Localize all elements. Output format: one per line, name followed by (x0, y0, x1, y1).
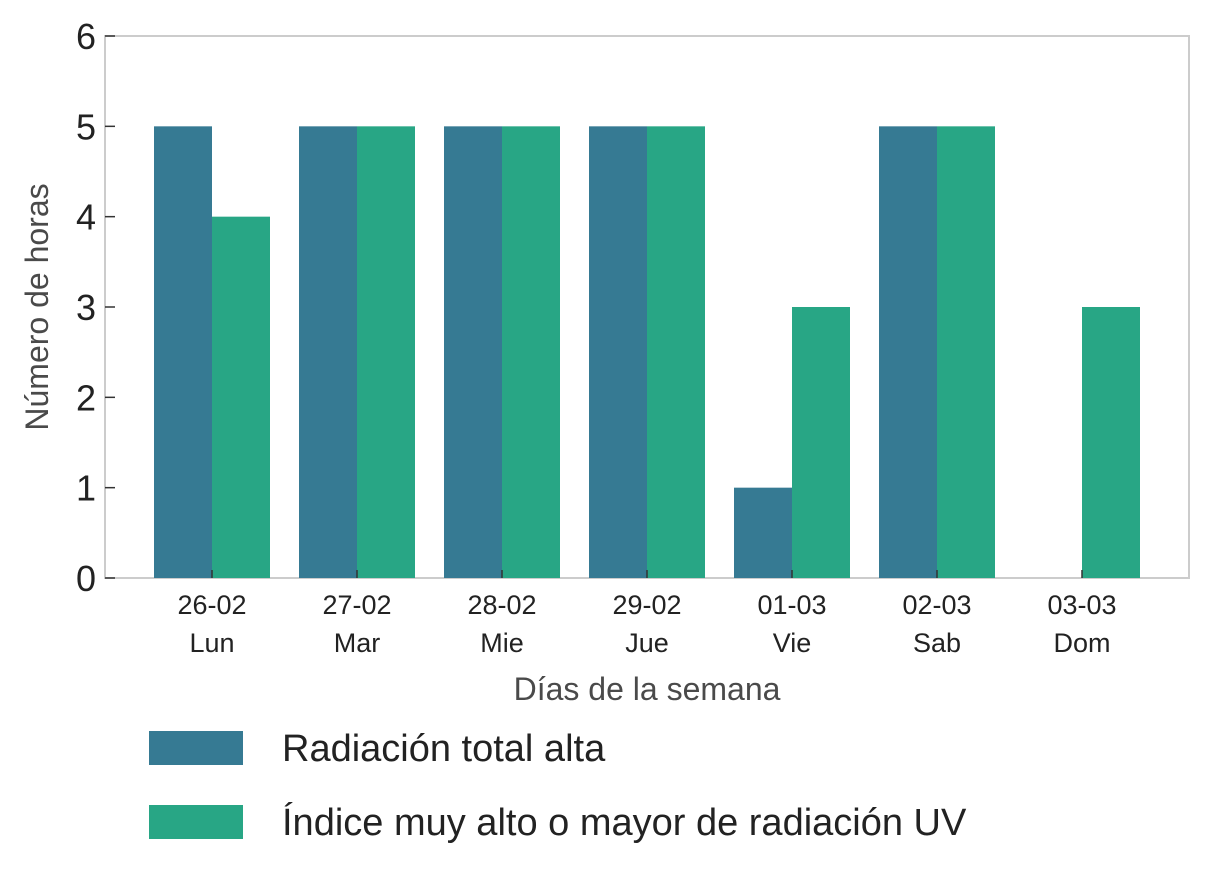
legend-swatch-series1 (149, 731, 243, 765)
x-tick-label-day: Mar (334, 628, 381, 658)
y-tick-label: 4 (76, 197, 96, 238)
bar-series1-02-03 (879, 126, 937, 578)
bar-series2-27-02 (357, 126, 415, 578)
legend-label-series2: Índice muy alto o mayor de radiación UV (282, 801, 967, 844)
x-tick-label-date: 27-02 (322, 590, 391, 620)
bar-series1-28-02 (444, 126, 502, 578)
bar-series2-01-03 (792, 307, 850, 578)
y-tick-label: 1 (76, 468, 96, 509)
bar-series2-29-02 (647, 126, 705, 578)
y-tick-label: 3 (76, 287, 96, 328)
bar-series1-29-02 (589, 126, 647, 578)
y-axis-label: Número de horas (19, 183, 55, 430)
bars-group (154, 126, 1140, 578)
bar-series2-26-02 (212, 216, 270, 578)
x-tick-label-date: 26-02 (177, 590, 246, 620)
x-tick-label-day: Sab (913, 628, 961, 658)
x-tick-label-date: 03-03 (1047, 590, 1116, 620)
bar-series2-03-03 (1082, 307, 1140, 578)
x-axis-label: Días de la semana (514, 671, 781, 707)
x-tick-label-date: 29-02 (612, 590, 681, 620)
x-tick-label-day: Jue (625, 628, 669, 658)
x-tick-label-day: Vie (773, 628, 812, 658)
x-tick-label-day: Mie (480, 628, 524, 658)
bar-series1-26-02 (154, 126, 212, 578)
x-tick-label-day: Lun (189, 628, 234, 658)
y-tick-label: 5 (76, 106, 96, 147)
bar-series1-01-03 (734, 487, 792, 578)
y-axis-ticks: 0 1 2 3 4 5 6 (76, 16, 115, 599)
x-axis-ticks: 26-02 Lun 27-02 Mar 28-02 Mie 29-02 Jue 01-03 Vie… (177, 570, 1117, 658)
legend: Radiación total alta Índice muy alto o ma… (149, 728, 967, 844)
x-tick-label-day: Dom (1053, 628, 1110, 658)
y-tick-label: 2 (76, 377, 96, 418)
x-tick-label-date: 02-03 (902, 590, 971, 620)
y-tick-label: 0 (76, 558, 96, 599)
x-tick-label-date: 01-03 (757, 590, 826, 620)
bar-series2-28-02 (502, 126, 560, 578)
legend-swatch-series2 (149, 805, 243, 839)
bar-series2-02-03 (937, 126, 995, 578)
x-tick-label-date: 28-02 (467, 590, 536, 620)
bar-series1-27-02 (299, 126, 357, 578)
legend-label-series1: Radiación total alta (282, 728, 606, 770)
y-tick-label: 6 (76, 16, 96, 57)
